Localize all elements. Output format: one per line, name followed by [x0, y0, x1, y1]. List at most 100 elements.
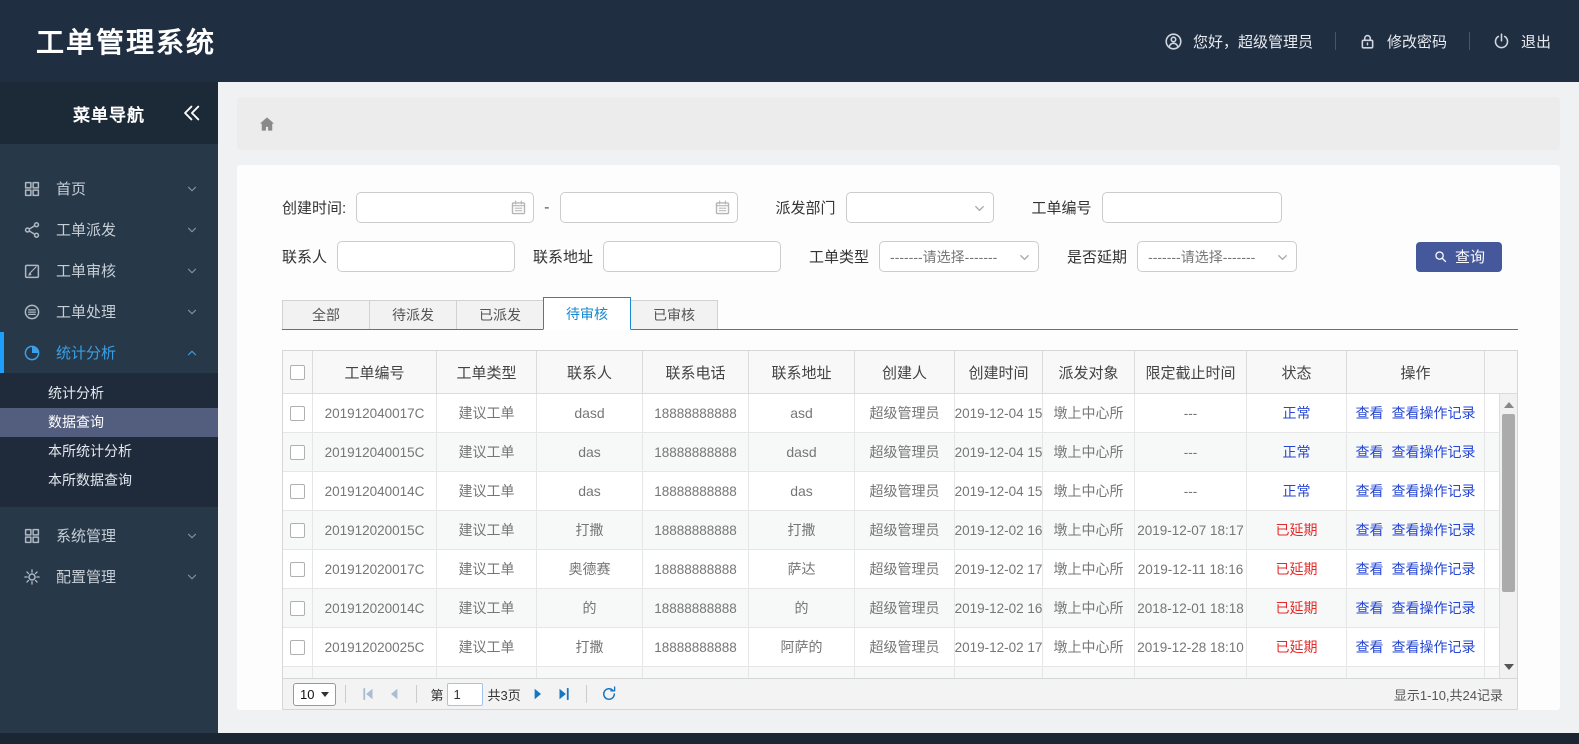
deadline-cell: ---: [1135, 472, 1247, 511]
create-time-cell: 2019-12-02 16: [955, 511, 1043, 550]
refresh-button[interactable]: [600, 685, 618, 703]
change-password-button[interactable]: 修改密码: [1358, 31, 1447, 52]
view-log-link[interactable]: 查看操作记录: [1391, 600, 1476, 616]
submenu-item-数据查询[interactable]: 数据查询: [0, 408, 218, 437]
creator-cell: 超级管理员: [855, 394, 955, 433]
order-no-cell: 201912040014C: [313, 472, 437, 511]
view-log-link[interactable]: 查看操作记录: [1391, 483, 1476, 499]
tab-已审核[interactable]: 已审核: [630, 300, 718, 329]
contact-input[interactable]: [337, 241, 516, 272]
view-link[interactable]: 查看: [1355, 483, 1384, 499]
row-checkbox[interactable]: [290, 600, 305, 616]
sidebar-item-配置管理[interactable]: 配置管理: [0, 556, 218, 597]
page-size-select[interactable]: 10: [293, 682, 337, 706]
first-page-button[interactable]: [359, 685, 377, 703]
contact-cell: das: [537, 472, 643, 511]
dispatch-dept-select[interactable]: [845, 192, 994, 223]
create-time-cell: 2019-12-02 16: [955, 589, 1043, 628]
sidebar-item-工单审核[interactable]: 工单审核: [0, 250, 218, 291]
pie-icon: [23, 344, 41, 362]
view-link[interactable]: 查看: [1355, 600, 1384, 616]
address-input[interactable]: [603, 241, 782, 272]
submenu-item-本所数据查询[interactable]: 本所数据查询: [48, 472, 132, 488]
scroll-down-icon[interactable]: [1504, 664, 1514, 670]
sidebar-item-系统管理[interactable]: 系统管理: [0, 515, 218, 556]
grid-icon: [23, 180, 41, 198]
row-checkbox[interactable]: [290, 639, 305, 655]
filter-row-1: 创建时间: - 派发部门 工单编号: [282, 192, 1515, 223]
view-link[interactable]: 查看: [1355, 522, 1384, 538]
view-log-link[interactable]: 查看操作记录: [1391, 522, 1476, 538]
chevron-down-icon: [1275, 250, 1290, 265]
sidebar-item-工单处理[interactable]: 工单处理: [0, 291, 218, 332]
order-no-input[interactable]: [1101, 192, 1282, 223]
page-number-input[interactable]: [447, 682, 484, 706]
view-log-link[interactable]: 查看操作记录: [1391, 444, 1476, 460]
column-header-联系电话: 联系电话: [643, 351, 749, 393]
sidebar-item-工单派发[interactable]: 工单派发: [0, 209, 218, 250]
table-row: 201912040017C 建议工单 dasd 18888888888 asd 超级管理员…: [283, 394, 1499, 433]
status-cell: 正常: [1247, 394, 1347, 433]
creator-cell: 超级管理员: [855, 472, 955, 511]
calendar-icon[interactable]: [714, 199, 731, 216]
records-summary: 显示1-10,共24记录: [1393, 687, 1503, 703]
table-body: 201912040017C 建议工单 dasd 18888888888 asd 超级管理员…: [283, 394, 1517, 678]
scroll-up-icon[interactable]: [1504, 402, 1514, 408]
row-filler-cell: [1485, 394, 1499, 433]
view-link[interactable]: 查看: [1355, 561, 1384, 577]
tab-全部[interactable]: 全部: [282, 300, 370, 329]
table-header: 工单编号 工单类型 联系人 联系电话 联系地址 创建人 创建时间 派发对象 限定截止时间 状态 操作: [283, 351, 1517, 394]
delay-select[interactable]: -------请选择-------: [1137, 241, 1298, 272]
view-log-link[interactable]: 查看操作记录: [1391, 639, 1476, 655]
order-type-select[interactable]: -------请选择-------: [879, 241, 1040, 272]
sidebar-item-首页[interactable]: 首页: [0, 168, 218, 209]
row-checkbox[interactable]: [290, 405, 305, 421]
view-log-link[interactable]: 查看操作记录: [1391, 561, 1476, 577]
column-header-创建时间: 创建时间: [955, 351, 1043, 393]
create-time-end-input[interactable]: [559, 192, 738, 223]
home-icon[interactable]: [257, 114, 277, 134]
sidebar: 菜单导航 首页 工单派发 工单审核 工单处理 统计分析 统计分析 数据查询 本所统计…: [0, 82, 218, 733]
address-cell: 打撒: [749, 511, 855, 550]
row-checkbox[interactable]: [290, 444, 305, 460]
contact-cell: dasd: [537, 394, 643, 433]
search-button[interactable]: 查询: [1415, 241, 1502, 272]
empty-cell: [855, 667, 955, 678]
tab-已派发[interactable]: 已派发: [456, 300, 544, 329]
table-row: 201912040015C 建议工单 das 18888888888 dasd 超级管理员…: [283, 433, 1499, 472]
tab-待派发[interactable]: 待派发: [369, 300, 457, 329]
table-row-partial: [283, 667, 1499, 678]
row-checkbox[interactable]: [290, 561, 305, 577]
contact-cell: 奥德赛: [537, 550, 643, 589]
next-page-button[interactable]: [529, 685, 547, 703]
dispatch-target-cell: 墩上中心所: [1043, 472, 1135, 511]
chevron-down-icon: [185, 182, 199, 196]
view-link[interactable]: 查看: [1355, 444, 1384, 460]
share-icon: [23, 221, 41, 239]
dispatch-target-cell: 墩上中心所: [1043, 394, 1135, 433]
table-scrollbar[interactable]: [1499, 394, 1517, 678]
select-all-checkbox[interactable]: [290, 364, 305, 380]
view-link[interactable]: 查看: [1355, 405, 1384, 421]
row-checkbox-cell: [283, 589, 313, 628]
order-no-label: 工单编号: [1031, 200, 1092, 217]
row-checkbox[interactable]: [290, 483, 305, 499]
submenu-item-统计分析[interactable]: 统计分析: [48, 385, 104, 401]
collapse-sidebar-icon[interactable]: [180, 102, 202, 124]
submenu-item-本所统计分析[interactable]: 本所统计分析: [48, 443, 132, 459]
scrollbar-thumb[interactable]: [1502, 414, 1515, 592]
row-checkbox[interactable]: [290, 522, 305, 538]
create-time-start-input[interactable]: [356, 192, 535, 223]
sidebar-item-统计分析[interactable]: 统计分析: [0, 332, 218, 373]
main-content: 创建时间: - 派发部门 工单编号 联系人: [218, 82, 1579, 733]
order-type-select-value: -------请选择-------: [890, 248, 998, 265]
view-link[interactable]: 查看: [1355, 639, 1384, 655]
calendar-icon[interactable]: [510, 199, 527, 216]
sidebar-item-label: 工单审核: [56, 263, 117, 280]
prev-page-button[interactable]: [385, 685, 403, 703]
last-page-button[interactable]: [555, 685, 573, 703]
view-log-link[interactable]: 查看操作记录: [1391, 405, 1476, 421]
tab-待审核[interactable]: 待审核: [543, 297, 631, 330]
logout-button[interactable]: 退出: [1492, 31, 1551, 52]
create-time-cell: 2019-12-04 15: [955, 433, 1043, 472]
